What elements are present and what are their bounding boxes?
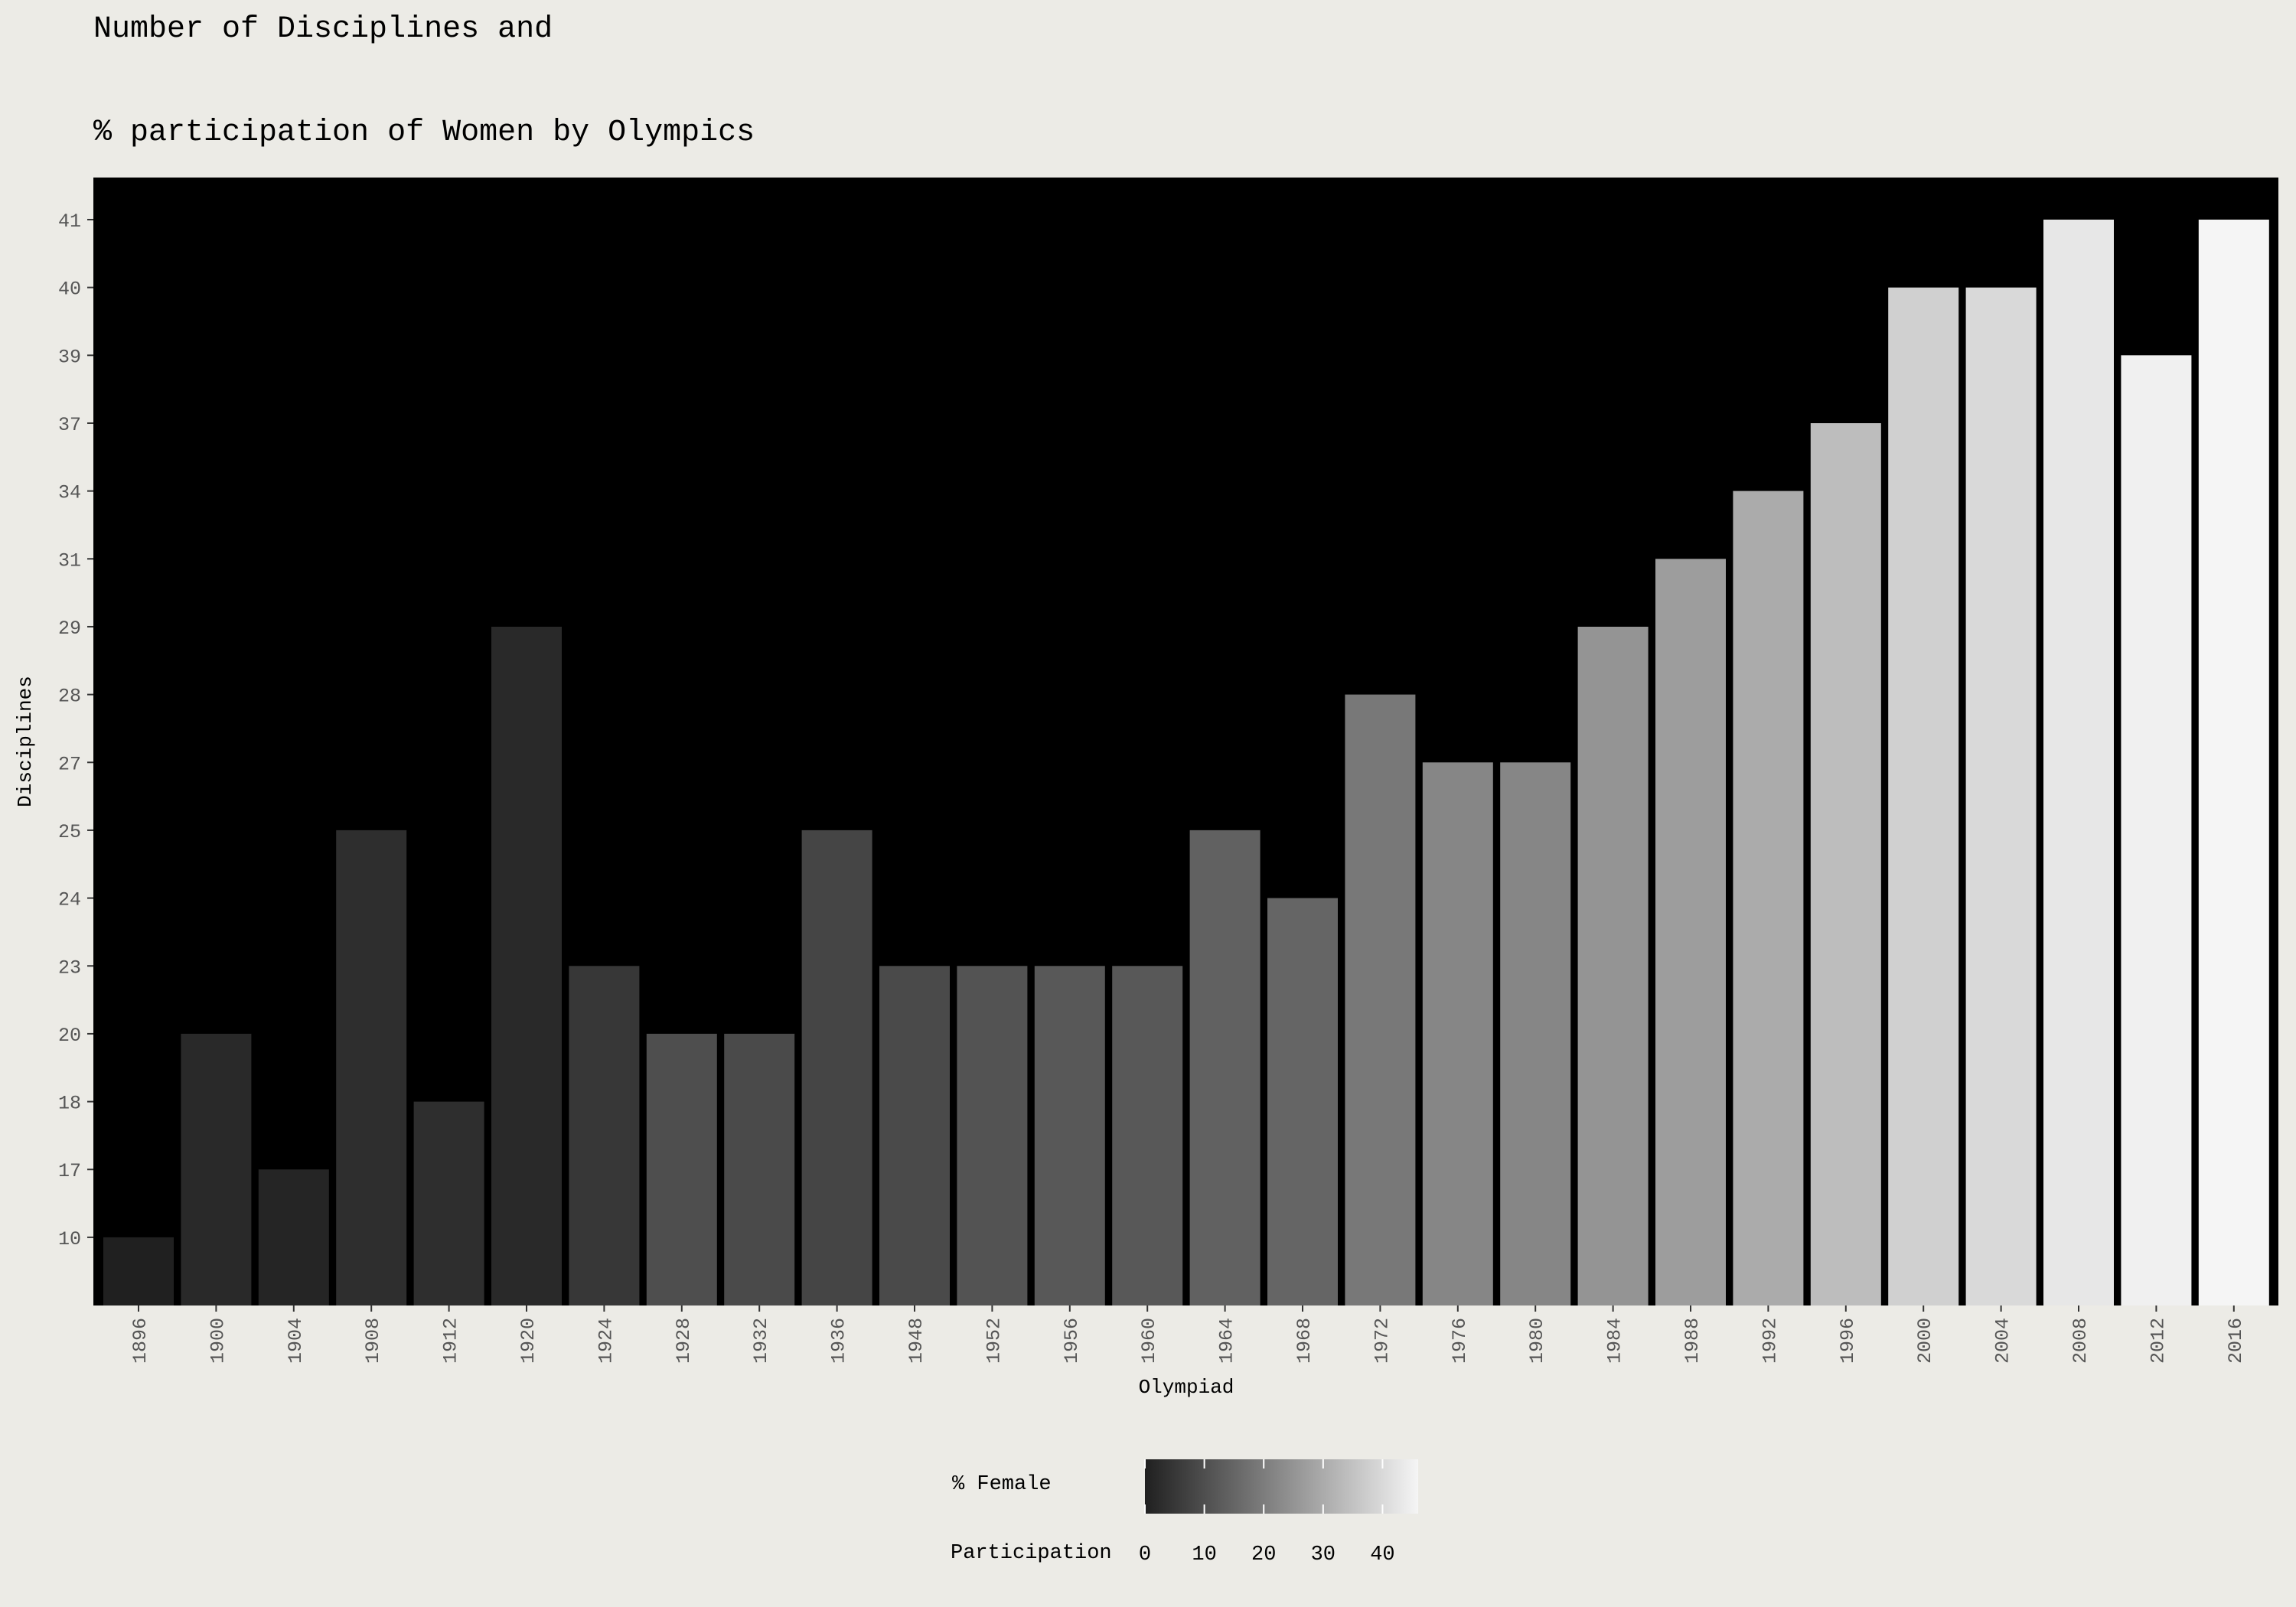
bars-group: [103, 220, 2269, 1306]
bar-1896: [103, 1237, 174, 1305]
bar-1900: [181, 1033, 252, 1305]
colorbar-tick-label: 30: [1311, 1543, 1336, 1566]
x-tick-label: 1936: [828, 1318, 850, 1364]
bar-2008: [2043, 220, 2114, 1305]
y-tick-label: 25: [58, 821, 81, 843]
colorbar-tick-label: 20: [1251, 1543, 1276, 1566]
x-tick-label: 1932: [750, 1318, 772, 1364]
y-tick-label: 34: [58, 482, 81, 504]
x-tick-label: 1984: [1604, 1318, 1626, 1364]
x-tick-label: 1964: [1216, 1318, 1238, 1364]
bar-1912: [413, 1101, 484, 1305]
bar-1948: [879, 966, 950, 1305]
bar-1988: [1655, 559, 1726, 1305]
colorbar-tick-label: 10: [1192, 1543, 1216, 1566]
y-axis: 10 17 18 20 23 24 25 27 28 29 31 34 37 39 40 41: [58, 210, 93, 1250]
x-tick-label: 1968: [1293, 1318, 1316, 1364]
x-tick-label: 2000: [1914, 1318, 1936, 1364]
y-tick-label: 27: [58, 753, 81, 775]
bar-1960: [1112, 966, 1183, 1305]
x-tick-label: 1920: [517, 1318, 540, 1364]
colorbar-legend: % Female Participation 0 10 20 30 40: [951, 1459, 1418, 1566]
x-tick-label: 2004: [1992, 1318, 2014, 1364]
y-tick-label: 17: [58, 1160, 81, 1182]
x-axis: 1896 1900 1904 1908 1912 1920 1924 1928 1932 1936…: [129, 1305, 2247, 1364]
bar-1984: [1577, 627, 1649, 1305]
bar-1920: [491, 627, 562, 1305]
bar-2000: [1888, 287, 1959, 1306]
y-tick-label: 10: [58, 1228, 81, 1250]
bar-2012: [2121, 355, 2192, 1305]
bar-1992: [1733, 491, 1804, 1305]
x-tick-label: 1960: [1138, 1318, 1160, 1364]
x-tick-label: 1972: [1371, 1318, 1393, 1364]
x-tick-label: 1992: [1759, 1318, 1781, 1364]
bar-2004: [1965, 287, 2037, 1306]
x-tick-label: 1908: [362, 1318, 384, 1364]
y-tick-label: 31: [58, 549, 81, 572]
y-tick-label: 24: [58, 889, 81, 911]
y-tick-label: 18: [58, 1093, 81, 1115]
bar-1972: [1345, 694, 1416, 1305]
y-tick-label: 20: [58, 1025, 81, 1047]
bar-1952: [957, 966, 1028, 1305]
x-tick-label: 2008: [2069, 1318, 2092, 1364]
colorbar: [1145, 1459, 1418, 1514]
y-tick-label: 23: [58, 957, 81, 979]
bar-1924: [569, 966, 640, 1305]
x-tick-label: 1988: [1681, 1318, 1704, 1364]
x-tick-label: 1980: [1526, 1318, 1548, 1364]
bar-1936: [801, 830, 872, 1305]
bar-1964: [1189, 830, 1261, 1305]
x-tick-label: 2012: [2147, 1318, 2169, 1364]
bar-1904: [258, 1169, 329, 1305]
x-tick-label: 1912: [440, 1318, 462, 1364]
x-tick-label: 1996: [1837, 1318, 1859, 1364]
bar-1976: [1422, 762, 1493, 1305]
legend-title-line1: % Female: [952, 1473, 1052, 1496]
colorbar-tick-label: 40: [1370, 1543, 1394, 1566]
bar-1956: [1034, 966, 1105, 1305]
x-tick-label: 1928: [673, 1318, 695, 1364]
y-tick-label: 37: [58, 414, 81, 436]
x-tick-label: 2016: [2225, 1318, 2247, 1364]
colorbar-tick-label: 0: [1139, 1543, 1151, 1566]
bar-1968: [1267, 898, 1338, 1305]
x-tick-label: 1956: [1061, 1318, 1083, 1364]
legend-title-line2: Participation: [951, 1542, 1112, 1565]
bar-1980: [1500, 762, 1571, 1305]
x-tick-label: 1976: [1449, 1318, 1471, 1364]
chart-title-line1: Number of Disciplines and: [93, 12, 553, 47]
y-tick-label: 41: [58, 210, 81, 233]
y-tick-label: 39: [58, 346, 81, 368]
x-tick-label: 1948: [905, 1318, 928, 1364]
bar-1932: [724, 1033, 795, 1305]
y-tick-label: 40: [58, 279, 81, 301]
chart-title-line2: % participation of Women by Olympics: [93, 116, 755, 150]
x-tick-label: 1896: [129, 1318, 152, 1364]
x-axis-title: Olympiad: [1139, 1376, 1234, 1399]
bar-1908: [336, 830, 407, 1305]
x-tick-label: 1900: [207, 1318, 229, 1364]
x-tick-label: 1924: [595, 1318, 617, 1364]
bar-2016: [2198, 220, 2269, 1305]
bar-1996: [1810, 423, 1881, 1305]
y-tick-label: 28: [58, 686, 81, 708]
x-tick-label: 1952: [983, 1318, 1005, 1364]
y-axis-title: Disciplines: [14, 676, 37, 807]
y-tick-label: 29: [58, 618, 81, 640]
bar-1928: [646, 1033, 717, 1305]
colorbar-ticks: 0 10 20 30 40: [1139, 1459, 1395, 1566]
x-tick-label: 1904: [285, 1318, 307, 1364]
